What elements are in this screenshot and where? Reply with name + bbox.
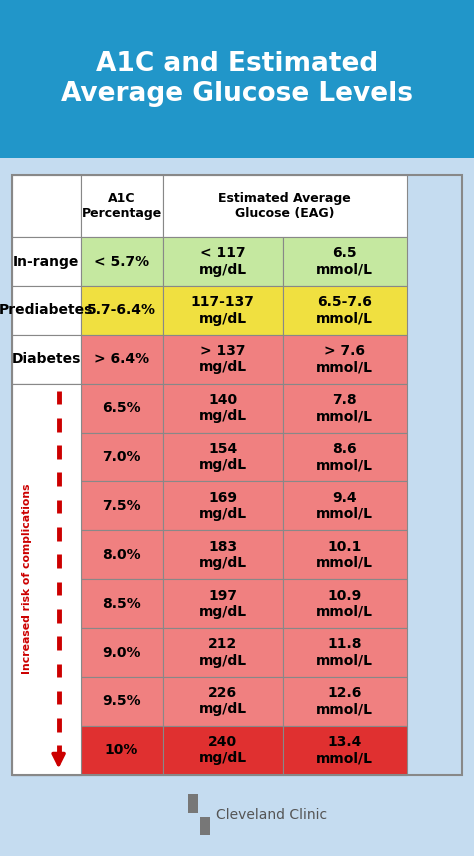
Bar (81, 531, 163, 580)
Text: 8.0%: 8.0% (102, 548, 141, 562)
Text: 140
mg/dL: 140 mg/dL (199, 393, 247, 423)
Bar (283, 237, 407, 286)
Text: 9.4
mmol/L: 9.4 mmol/L (316, 490, 374, 521)
Bar (12, 531, 81, 580)
Bar (12, 175, 462, 775)
Bar (12, 628, 81, 677)
Text: 10%: 10% (105, 743, 138, 758)
Text: 197
mg/dL: 197 mg/dL (199, 589, 247, 619)
Text: > 137
mg/dL: > 137 mg/dL (199, 344, 247, 374)
Bar (163, 628, 283, 677)
Text: Diabetes: Diabetes (11, 353, 81, 366)
Bar (283, 286, 407, 335)
Bar (81, 335, 163, 383)
Bar (163, 677, 283, 726)
Bar (163, 383, 283, 432)
Text: 9.0%: 9.0% (102, 645, 141, 659)
Bar (81, 432, 163, 481)
Text: > 7.6
mmol/L: > 7.6 mmol/L (316, 344, 374, 374)
Text: < 117
mg/dL: < 117 mg/dL (199, 247, 247, 276)
Bar (81, 286, 163, 335)
Text: 12.6
mmol/L: 12.6 mmol/L (316, 687, 374, 716)
Text: 117-137
mg/dL: 117-137 mg/dL (191, 295, 255, 325)
Bar (81, 677, 163, 726)
Bar (163, 335, 283, 383)
Bar (81, 580, 163, 628)
Bar (188, 794, 198, 813)
Bar (283, 628, 407, 677)
Bar (163, 175, 407, 237)
Bar (12, 383, 81, 775)
Text: < 5.7%: < 5.7% (94, 254, 149, 269)
Bar (81, 383, 163, 432)
Bar (12, 335, 81, 383)
Text: 5.7-6.4%: 5.7-6.4% (87, 303, 156, 318)
Bar (12, 677, 81, 726)
Bar (163, 580, 283, 628)
Text: 7.8
mmol/L: 7.8 mmol/L (316, 393, 374, 423)
Bar (0, 0, 474, 158)
Bar (81, 237, 163, 286)
Bar (163, 726, 283, 775)
Text: 212
mg/dL: 212 mg/dL (199, 638, 247, 668)
Bar (163, 432, 283, 481)
Text: 7.0%: 7.0% (102, 450, 141, 464)
Bar (283, 481, 407, 531)
Bar (200, 817, 210, 835)
Text: 8.5%: 8.5% (102, 597, 141, 610)
Text: 13.4
mmol/L: 13.4 mmol/L (316, 735, 374, 765)
Bar (12, 383, 81, 432)
Bar (163, 286, 283, 335)
Bar (81, 628, 163, 677)
Text: A1C
Percentage: A1C Percentage (82, 193, 162, 220)
Text: 226
mg/dL: 226 mg/dL (199, 687, 247, 716)
Text: 9.5%: 9.5% (102, 694, 141, 709)
Text: > 6.4%: > 6.4% (94, 353, 149, 366)
Bar (12, 432, 81, 481)
Text: 10.9
mmol/L: 10.9 mmol/L (316, 589, 374, 619)
Bar (12, 237, 81, 286)
Text: 154
mg/dL: 154 mg/dL (199, 442, 247, 473)
Bar (283, 580, 407, 628)
Bar (283, 432, 407, 481)
Text: 7.5%: 7.5% (102, 499, 141, 513)
Bar (81, 726, 163, 775)
Text: 11.8
mmol/L: 11.8 mmol/L (316, 638, 374, 668)
Bar (12, 726, 81, 775)
Bar (283, 677, 407, 726)
Bar (283, 335, 407, 383)
Bar (163, 237, 283, 286)
Text: 8.6
mmol/L: 8.6 mmol/L (316, 442, 374, 473)
Text: 183
mg/dL: 183 mg/dL (199, 539, 247, 570)
Bar (12, 286, 81, 335)
Text: 6.5
mmol/L: 6.5 mmol/L (316, 247, 374, 276)
Bar (81, 175, 163, 237)
Bar (12, 481, 81, 531)
Text: 6.5-7.6
mmol/L: 6.5-7.6 mmol/L (316, 295, 374, 325)
Bar (283, 531, 407, 580)
Bar (81, 481, 163, 531)
Text: Prediabetes: Prediabetes (0, 303, 93, 318)
Text: Increased risk of complications: Increased risk of complications (22, 484, 32, 675)
Text: Cleveland Clinic: Cleveland Clinic (216, 808, 327, 822)
Bar (12, 175, 81, 237)
Text: 6.5%: 6.5% (102, 401, 141, 415)
Text: 169
mg/dL: 169 mg/dL (199, 490, 247, 521)
Text: In-range: In-range (13, 254, 80, 269)
Bar (283, 726, 407, 775)
Text: A1C and Estimated
Average Glucose Levels: A1C and Estimated Average Glucose Levels (61, 51, 413, 107)
Text: 10.1
mmol/L: 10.1 mmol/L (316, 539, 374, 570)
Text: Estimated Average
Glucose (EAG): Estimated Average Glucose (EAG) (219, 193, 351, 220)
Bar (163, 481, 283, 531)
Bar (283, 383, 407, 432)
Text: 240
mg/dL: 240 mg/dL (199, 735, 247, 765)
Bar (163, 531, 283, 580)
Bar (12, 580, 81, 628)
